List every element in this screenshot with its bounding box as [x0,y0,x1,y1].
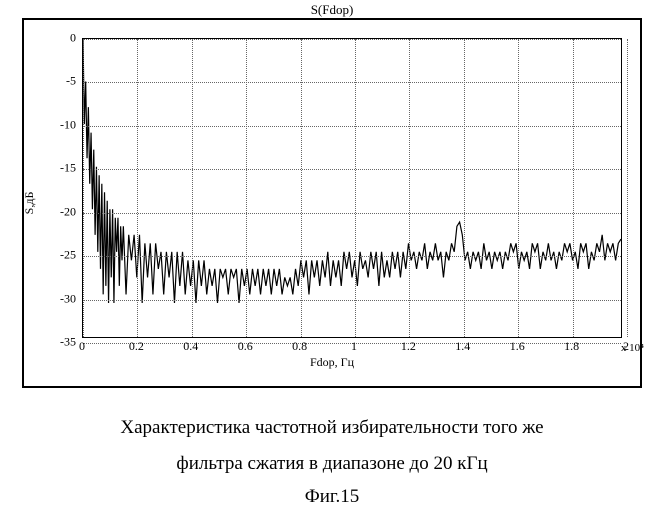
y-tick-label: -15 [44,161,76,176]
x-tick-label: 0.6 [238,339,253,354]
x-axis-label: Fdop, Гц [24,355,640,370]
figure-label: Фиг.15 [18,486,646,508]
gridline [518,39,519,337]
gridline [83,39,621,40]
y-tick-label: -25 [44,248,76,263]
caption-line-2: фильтра сжатия в диапазоне до 20 кГц [176,453,487,474]
y-tick-label: 0 [44,31,76,46]
x-tick-label: 0.4 [183,339,198,354]
caption-line-1: Характеристика частотной избирательности… [120,417,543,438]
x-tick-label: 1.4 [455,339,470,354]
gridline [83,169,621,170]
x-tick-label: 1.2 [401,339,416,354]
x-tick-label: 2 [623,339,629,354]
x-tick-label: 1 [351,339,357,354]
x-tick-label: 0 [79,339,85,354]
gridline [409,39,410,337]
chart-outer-frame: S(Fdop) S,дБ Fdop, Гц x 10⁴ 0-5-10-15-20… [22,18,642,388]
gridline [246,39,247,337]
gridline [83,82,621,83]
plot-area [82,38,622,338]
gridline [83,213,621,214]
chart-title: S(Fdop) [24,2,640,18]
gridline [83,39,84,337]
y-axis-label: S,дБ [22,192,37,215]
x-tick-label: 0.8 [292,339,307,354]
gridline [83,126,621,127]
y-tick-label: -5 [44,74,76,89]
y-tick-label: -30 [44,291,76,306]
gridline [83,300,621,301]
gridline [137,39,138,337]
gridline [301,39,302,337]
y-tick-label: -10 [44,117,76,132]
gridline [192,39,193,337]
spectrum-line [83,39,621,337]
x-tick-label: 0.2 [129,339,144,354]
gridline [355,39,356,337]
gridline [464,39,465,337]
y-tick-label: -35 [44,335,76,350]
gridline [83,256,621,257]
x-tick-label: 1.6 [510,339,525,354]
figure-caption: Характеристика частотной избирательности… [18,410,646,482]
gridline [573,39,574,337]
y-tick-label: -20 [44,204,76,219]
x-tick-label: 1.8 [564,339,579,354]
gridline [627,39,628,337]
